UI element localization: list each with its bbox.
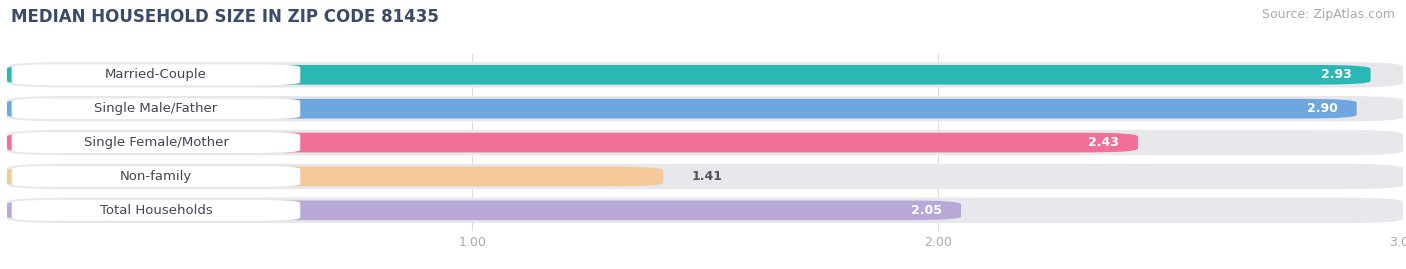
FancyBboxPatch shape	[11, 64, 301, 85]
FancyBboxPatch shape	[7, 130, 1403, 155]
FancyBboxPatch shape	[7, 96, 1403, 121]
Text: Single Male/Father: Single Male/Father	[94, 102, 218, 115]
FancyBboxPatch shape	[11, 200, 301, 221]
FancyBboxPatch shape	[7, 133, 1137, 153]
Text: 2.05: 2.05	[911, 204, 942, 217]
FancyBboxPatch shape	[7, 164, 1403, 189]
FancyBboxPatch shape	[7, 62, 1403, 87]
FancyBboxPatch shape	[11, 98, 301, 119]
Text: Source: ZipAtlas.com: Source: ZipAtlas.com	[1261, 8, 1395, 21]
Text: Single Female/Mother: Single Female/Mother	[83, 136, 228, 149]
Text: Married-Couple: Married-Couple	[105, 68, 207, 81]
Text: MEDIAN HOUSEHOLD SIZE IN ZIP CODE 81435: MEDIAN HOUSEHOLD SIZE IN ZIP CODE 81435	[11, 8, 439, 26]
FancyBboxPatch shape	[7, 167, 664, 186]
FancyBboxPatch shape	[11, 132, 301, 153]
Text: 2.43: 2.43	[1088, 136, 1119, 149]
FancyBboxPatch shape	[7, 198, 1403, 223]
Text: Total Households: Total Households	[100, 204, 212, 217]
Text: 1.41: 1.41	[692, 170, 723, 183]
FancyBboxPatch shape	[11, 166, 301, 187]
Text: Non-family: Non-family	[120, 170, 193, 183]
FancyBboxPatch shape	[7, 65, 1371, 85]
Text: 2.93: 2.93	[1322, 68, 1353, 81]
FancyBboxPatch shape	[7, 99, 1357, 119]
Text: 2.90: 2.90	[1308, 102, 1339, 115]
FancyBboxPatch shape	[7, 200, 962, 220]
